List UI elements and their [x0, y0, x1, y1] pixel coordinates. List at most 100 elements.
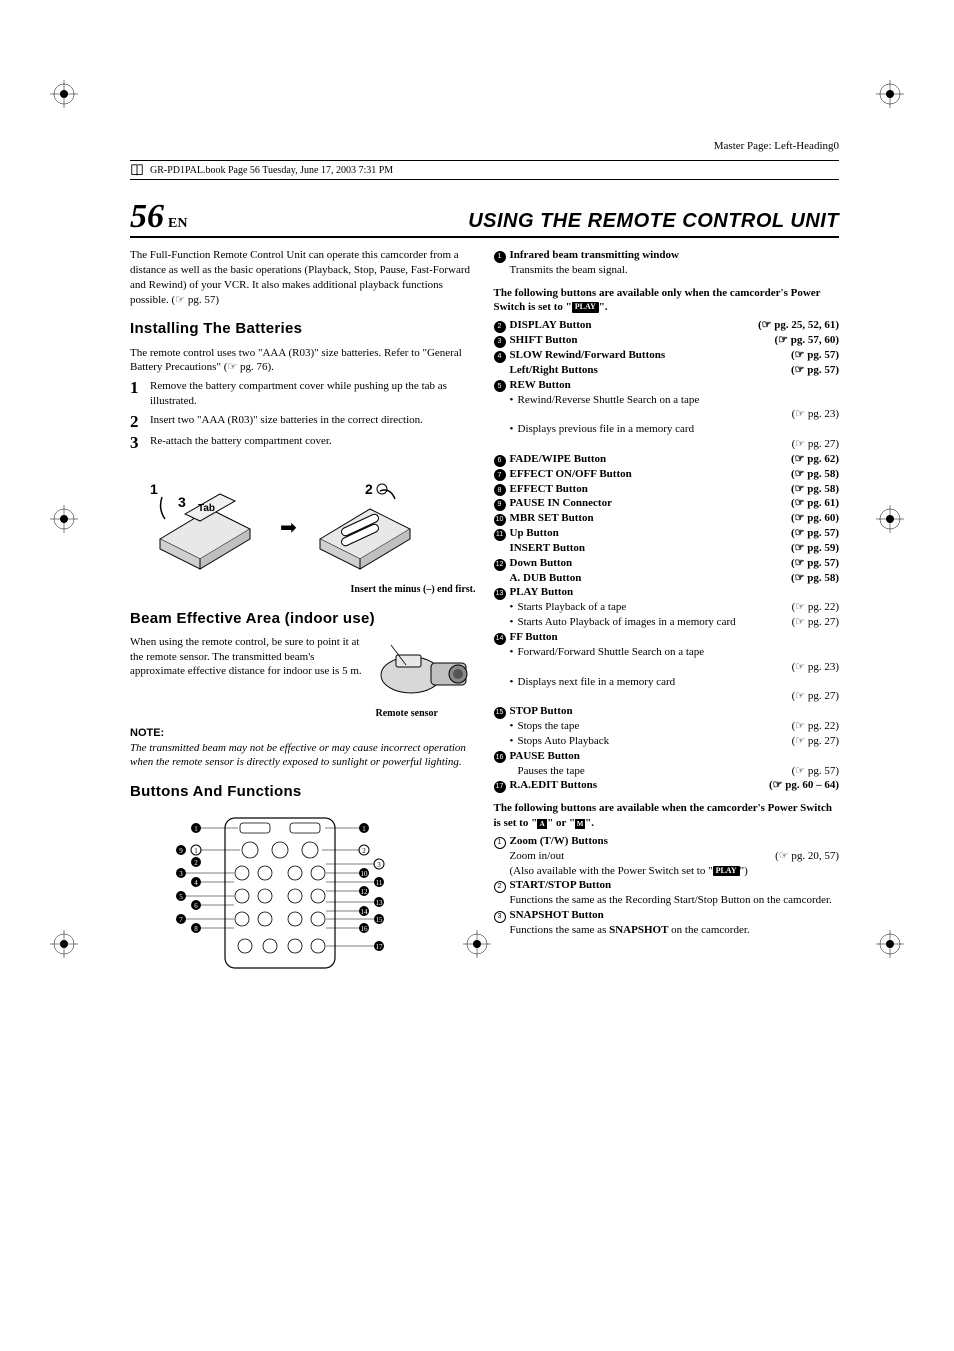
- page-ref: (☞ pg. 25, 52, 61): [758, 318, 839, 333]
- svg-text:13: 13: [376, 899, 384, 907]
- button-item: 7EFFECT ON/OFF Button(☞ pg. 58): [494, 467, 840, 482]
- button-label: SNAPSHOT Button: [510, 908, 840, 923]
- callout-number: 8: [494, 484, 506, 496]
- button-item: Left/Right Buttons(☞ pg. 57): [494, 363, 840, 378]
- callout-number: 12: [494, 559, 506, 571]
- callout-number-open: 3: [494, 911, 506, 923]
- button-sub: •Displays previous file in a memory card: [494, 422, 840, 437]
- button-label: SHIFT Button: [510, 333, 775, 348]
- note-body: The transmitted beam may not be effectiv…: [130, 741, 476, 770]
- callout-number: 10: [494, 514, 506, 526]
- remote-diagram: 1 1 3 4 5 6 7 8 1 2 3 10 11 12 13 14: [130, 808, 476, 978]
- svg-text:3: 3: [178, 494, 186, 510]
- button-item: 9PAUSE IN Connector(☞ pg. 61): [494, 496, 840, 511]
- svg-text:8: 8: [194, 925, 198, 933]
- svg-text:12: 12: [361, 888, 369, 896]
- step-2: 2 Insert two "AAA (R03)" size batteries …: [130, 413, 476, 430]
- crop-mark-icon: [876, 930, 904, 958]
- button-item: 2 START/STOP Button: [494, 878, 840, 893]
- step-number: 2: [130, 413, 144, 430]
- callout-number: 3: [494, 336, 506, 348]
- button-item: 6FADE/WIPE Button(☞ pg. 62): [494, 452, 840, 467]
- button-label: A. DUB Button: [510, 571, 791, 586]
- beam-row: When using the remote control, be sure t…: [130, 635, 476, 721]
- page-ref: (☞ pg. 59): [791, 541, 839, 556]
- button-label: FF Button: [510, 630, 840, 645]
- mode-badge-a: A: [537, 819, 547, 829]
- button-item: 11Up Button(☞ pg. 57): [494, 526, 840, 541]
- svg-text:➡: ➡: [280, 517, 297, 539]
- step-3: 3 Re-attach the battery compartment cove…: [130, 434, 476, 451]
- svg-text:1: 1: [150, 481, 158, 497]
- button-label: START/STOP Button: [510, 878, 840, 893]
- button-item: 13 PLAY Button: [494, 585, 840, 600]
- button-label: DISPLAY Button: [510, 318, 758, 333]
- button-item: 17 R.A.EDIT Buttons (☞ pg. 60 – 64): [494, 778, 840, 793]
- button-item: INSERT Button(☞ pg. 59): [494, 541, 840, 556]
- svg-text:2: 2: [362, 847, 366, 855]
- note-heading: NOTE:: [130, 726, 476, 741]
- svg-text:16: 16: [361, 925, 369, 933]
- button-sub: •Rewind/Reverse Shuttle Search on a tape: [494, 393, 840, 408]
- book-icon: [130, 163, 144, 177]
- svg-text:17: 17: [376, 943, 384, 951]
- button-item: 16 PAUSE Button: [494, 749, 840, 764]
- svg-text:9: 9: [179, 847, 183, 855]
- page: Master Page: Left-Heading0 GR-PD1PAL.boo…: [0, 0, 954, 1038]
- button-label: SLOW Rewind/Forward Buttons: [510, 348, 791, 363]
- button-item: 15 STOP Button: [494, 704, 840, 719]
- callout-number-open: 2: [494, 881, 506, 893]
- button-item: A. DUB Button(☞ pg. 58): [494, 571, 840, 586]
- section-beam-area: Beam Effective Area (indoor use): [130, 609, 476, 629]
- mode-badge-m: M: [575, 819, 585, 829]
- crop-mark-icon: [50, 505, 78, 533]
- battery-install-illustration: 1 3 Tab ➡ 2: [130, 459, 430, 579]
- section-intro: The following buttons are available only…: [494, 286, 840, 315]
- button-label: PAUSE Button: [510, 749, 840, 764]
- master-page-label: Master Page: Left-Heading0: [130, 140, 839, 152]
- button-item: 3 SNAPSHOT Button: [494, 908, 840, 923]
- section-installing-batteries: Installing The Batteries: [130, 319, 476, 339]
- svg-text:1: 1: [194, 847, 198, 855]
- page-ref: (☞ pg. 57): [791, 348, 839, 363]
- install-paragraph: The remote control uses two "AAA (R03)" …: [130, 346, 476, 376]
- play-badge: PLAY: [572, 302, 599, 312]
- svg-text:11: 11: [376, 879, 383, 887]
- button-label: PLAY Button: [510, 585, 840, 600]
- callout-number: 4: [494, 351, 506, 363]
- section-buttons-functions: Buttons And Functions: [130, 782, 476, 802]
- svg-text:4: 4: [194, 879, 198, 887]
- play-badge: PLAY: [713, 866, 740, 877]
- zoom-note: (Also available with the Power Switch se…: [494, 864, 840, 879]
- button-label: FADE/WIPE Button: [510, 452, 791, 467]
- button-label: EFFECT ON/OFF Button: [510, 467, 791, 482]
- button-description: Transmits the beam signal.: [494, 263, 840, 278]
- button-item: 5 REW Button: [494, 378, 840, 393]
- button-label: Down Button: [510, 556, 791, 571]
- figure-caption: Insert the minus (–) end first.: [130, 583, 476, 597]
- camcorder-illustration: [376, 635, 476, 705]
- crop-mark-icon: [50, 930, 78, 958]
- page-ref: (☞ pg. 57): [791, 556, 839, 571]
- button-list: 1 Infrared beam transmitting window Tran…: [494, 248, 840, 938]
- button-item: 1 Infrared beam transmitting window: [494, 248, 840, 263]
- book-metadata-bar: GR-PD1PAL.book Page 56 Tuesday, June 17,…: [130, 160, 839, 180]
- callout-number-open: 1: [494, 837, 506, 849]
- button-label: PAUSE IN Connector: [510, 496, 791, 511]
- crop-mark-icon: [876, 505, 904, 533]
- callout-number: 16: [494, 751, 506, 763]
- page-ref: (☞ pg. 58): [791, 571, 839, 586]
- intro-paragraph: The Full-Function Remote Control Unit ca…: [130, 248, 476, 307]
- page-header: 56 EN USING THE REMOTE CONTROL UNIT: [130, 198, 839, 238]
- page-ref: (☞ pg. 60): [791, 511, 839, 526]
- svg-text:1: 1: [194, 825, 198, 833]
- step-number: 1: [130, 379, 144, 409]
- beam-caption: Remote sensor: [376, 707, 476, 721]
- button-label: Infrared beam transmitting window: [510, 248, 840, 263]
- page-language: EN: [168, 216, 187, 231]
- button-label: STOP Button: [510, 704, 840, 719]
- svg-text:Tab: Tab: [198, 503, 215, 514]
- button-item: 3SHIFT Button(☞ pg. 57, 60): [494, 333, 840, 348]
- button-sub-ref: (☞ pg. 27): [494, 437, 840, 452]
- svg-text:2: 2: [365, 481, 373, 497]
